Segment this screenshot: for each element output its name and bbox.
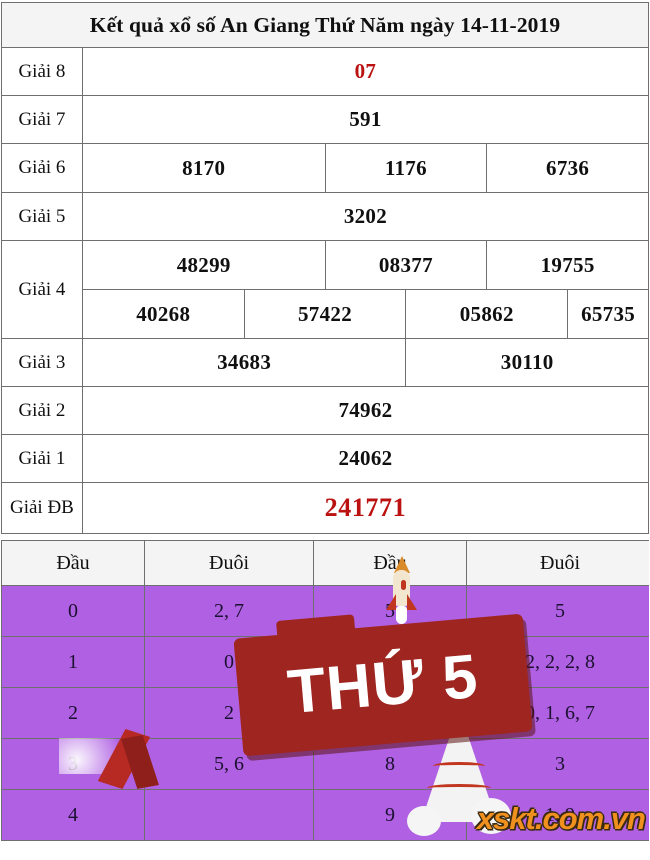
prize-row-gdb: Giải ĐB 241771 <box>1 482 650 534</box>
prize-value-g6-3: 6736 <box>486 143 649 193</box>
prize-label-g7: Giải 7 <box>1 95 83 144</box>
table-row: 2 2 7 0, 1, 6, 7 <box>1 687 649 739</box>
cell-head-right-2: 7 <box>313 687 467 739</box>
column-header-duoi-left: Đuôi <box>144 540 314 586</box>
cell-tail-right-1: 2, 2, 2, 8 <box>466 636 649 688</box>
prize-value-gdb: 241771 <box>81 482 650 534</box>
table-row: 1 0 6 2, 2, 2, 8 <box>1 636 649 688</box>
prize-label-gdb: Giải ĐB <box>1 482 83 534</box>
column-header-dau-right: Đầu <box>313 540 467 586</box>
cell-tail-left-1: 0 <box>144 636 314 688</box>
prize-value-g8: 07 <box>81 47 650 96</box>
site-watermark: xskt.com.vn <box>476 801 646 836</box>
prize-value-g4-7: 65735 <box>567 289 649 339</box>
table-row: 0 2, 7 5 5 <box>1 585 649 637</box>
table-row: 3 5, 6 8 3 <box>1 738 649 790</box>
cell-head-right-3: 8 <box>313 738 467 790</box>
page-title: Kết quả xổ số An Giang Thứ Năm ngày 14-1… <box>1 2 649 48</box>
prize-row-g7: Giải 7 591 <box>1 95 650 144</box>
cell-tail-left-3: 5, 6 <box>144 738 314 790</box>
prize-value-g4-1: 48299 <box>81 240 326 290</box>
cell-tail-left-2: 2 <box>144 687 314 739</box>
cell-tail-left-4 <box>144 789 314 841</box>
prize-value-g6-1: 8170 <box>81 143 326 193</box>
prize-value-g4-2: 08377 <box>324 240 488 290</box>
cell-head-right-0: 5 <box>313 585 467 637</box>
prize-label-g2: Giải 2 <box>1 386 83 435</box>
prize-row-g2: Giải 2 74962 <box>1 386 650 435</box>
prize-value-g4-6: 05862 <box>405 289 569 339</box>
head-tail-section: Đầu Đuôi Đầu Đuôi 0 2, 7 5 5 1 0 6 2, 2,… <box>1 540 649 843</box>
cell-head-left-0: 0 <box>1 585 145 637</box>
cell-head-right-4: 9 <box>313 789 467 841</box>
cell-head-left-4: 4 <box>1 789 145 841</box>
column-header-duoi-right: Đuôi <box>466 540 649 586</box>
prize-label-g8: Giải 8 <box>1 47 83 96</box>
cell-head-left-2: 2 <box>1 687 145 739</box>
cell-tail-left-0: 2, 7 <box>144 585 314 637</box>
prize-value-g4-4: 40268 <box>81 289 245 339</box>
cell-head-left-1: 1 <box>1 636 145 688</box>
prize-row-g4-a: Giải 4 48299 08377 19755 <box>1 240 649 339</box>
prize-row-g4-b: 40268 57422 05862 65735 <box>2 289 649 339</box>
prize-results-table: Kết quả xổ số An Giang Thứ Năm ngày 14-1… <box>1 2 650 534</box>
cell-tail-right-3: 3 <box>466 738 649 790</box>
prize-value-g4-5: 57422 <box>243 289 407 339</box>
head-tail-header-row: Đầu Đuôi Đầu Đuôi <box>1 540 649 586</box>
prize-value-g2: 74962 <box>81 386 650 435</box>
prize-value-g3-1: 34683 <box>81 338 407 387</box>
prize-value-g7: 591 <box>81 95 650 144</box>
cell-head-left-3: 3 <box>1 738 145 790</box>
column-header-dau-left: Đầu <box>1 540 145 586</box>
prize-row-g6: Giải 6 8170 1176 6736 <box>1 143 649 193</box>
prize-row-g3: Giải 3 34683 30110 <box>1 338 649 387</box>
cell-head-right-1: 6 <box>313 636 467 688</box>
head-tail-table: Đầu Đuôi Đầu Đuôi 0 2, 7 5 5 1 0 6 2, 2,… <box>1 540 649 841</box>
prize-value-g5: 3202 <box>81 192 650 241</box>
prize-label-g5: Giải 5 <box>1 192 83 241</box>
cell-tail-right-0: 5 <box>466 585 649 637</box>
prize-row-g5: Giải 5 3202 <box>1 192 650 241</box>
prize-value-g6-2: 1176 <box>324 143 488 193</box>
prize-label-g3: Giải 3 <box>1 338 83 387</box>
prize-label-g4: Giải 4 <box>1 240 83 339</box>
prize-value-g3-2: 30110 <box>405 338 649 387</box>
prize-row-g8: Giải 8 07 <box>1 47 650 96</box>
prize-value-g1: 24062 <box>81 434 650 483</box>
prize-value-g4-3: 19755 <box>486 240 649 290</box>
prize-label-g6: Giải 6 <box>1 143 83 193</box>
prize-label-g1: Giải 1 <box>1 434 83 483</box>
cell-tail-right-2: 0, 1, 6, 7 <box>466 687 649 739</box>
title-row: Kết quả xổ số An Giang Thứ Năm ngày 14-1… <box>1 2 649 48</box>
prize-row-g1: Giải 1 24062 <box>1 434 650 483</box>
